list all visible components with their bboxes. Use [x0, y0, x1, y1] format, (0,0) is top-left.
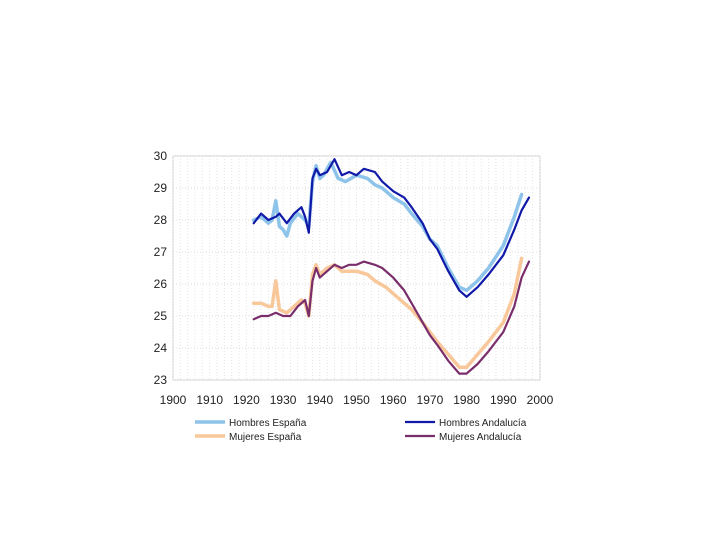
x-tick-label: 1930: [270, 393, 297, 407]
series-lines: [251, 158, 531, 375]
legend-label: Hombres Andalucía: [439, 418, 527, 429]
series-line: [251, 256, 524, 369]
y-tick-label: 29: [154, 181, 168, 195]
x-tick-label: 1940: [306, 393, 333, 407]
x-tick-label: 1990: [490, 393, 517, 407]
x-tick-label: 2000: [527, 393, 554, 407]
x-tick-label: 1980: [453, 393, 480, 407]
x-tick-label: 1960: [380, 393, 407, 407]
x-tick-label: 1910: [196, 393, 223, 407]
grid: [172, 155, 541, 381]
series-line: [251, 160, 524, 293]
series-line: [252, 260, 531, 375]
x-tick-label: 1920: [233, 393, 260, 407]
legend-label: Mujeres España: [229, 432, 302, 443]
legend-label: Mujeres Andalucía: [439, 432, 522, 443]
x-tick-label: 1970: [417, 393, 444, 407]
x-tick-label: 1900: [160, 393, 187, 407]
y-tick-label: 23: [154, 373, 168, 387]
legend: Hombres España Hombres Andalucía Mujeres E…: [195, 418, 527, 443]
y-tick-label: 30: [154, 149, 168, 163]
y-tick-label: 24: [154, 341, 168, 355]
y-tick-label: 28: [154, 213, 168, 227]
x-axis-tick-labels: 1900 1910 1920 1930 1940 1950 1960 1970 1980 1990…: [160, 393, 554, 407]
y-axis-tick-labels: 23 24 25 26 27 28 29 30: [154, 149, 168, 387]
y-tick-label: 25: [154, 309, 168, 323]
legend-label: Hombres España: [229, 418, 307, 429]
series-line: [252, 158, 531, 298]
y-tick-label: 26: [154, 277, 168, 291]
x-tick-label: 1950: [343, 393, 370, 407]
y-tick-label: 27: [154, 245, 168, 259]
